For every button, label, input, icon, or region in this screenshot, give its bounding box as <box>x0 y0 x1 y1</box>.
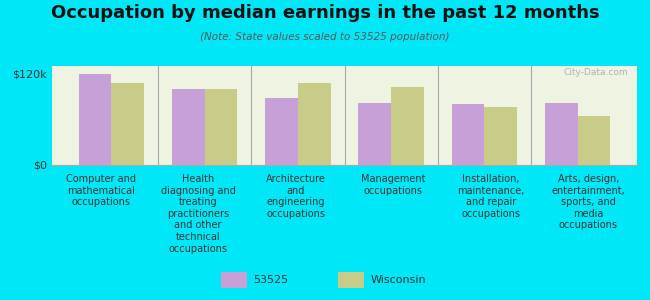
Text: Computer and
mathematical
occupations: Computer and mathematical occupations <box>66 174 136 207</box>
Bar <box>578 116 610 165</box>
Text: Health
diagnosing and
treating
practitioners
and other
technical
occupations: Health diagnosing and treating practitio… <box>161 174 236 254</box>
Text: Arts, design,
entertainment,
sports, and
media
occupations: Arts, design, entertainment, sports, and… <box>551 174 625 230</box>
Text: Management
occupations: Management occupations <box>361 174 426 196</box>
Bar <box>452 104 484 165</box>
Text: Architecture
and
engineering
occupations: Architecture and engineering occupations <box>266 174 326 219</box>
Bar <box>172 89 205 165</box>
Text: City-Data.com: City-Data.com <box>564 68 628 77</box>
Bar <box>391 87 424 165</box>
Bar <box>484 107 517 165</box>
Bar <box>359 103 391 165</box>
Bar <box>298 83 330 165</box>
Bar <box>111 83 144 165</box>
Text: (Note: State values scaled to 53525 population): (Note: State values scaled to 53525 popu… <box>200 32 450 41</box>
Bar <box>205 89 237 165</box>
Text: Wisconsin: Wisconsin <box>370 275 426 285</box>
Bar <box>265 98 298 165</box>
Text: Installation,
maintenance,
and repair
occupations: Installation, maintenance, and repair oc… <box>457 174 525 219</box>
Text: 53525: 53525 <box>254 275 289 285</box>
Bar <box>79 74 111 165</box>
Bar <box>545 103 578 165</box>
Text: Occupation by median earnings in the past 12 months: Occupation by median earnings in the pas… <box>51 4 599 22</box>
